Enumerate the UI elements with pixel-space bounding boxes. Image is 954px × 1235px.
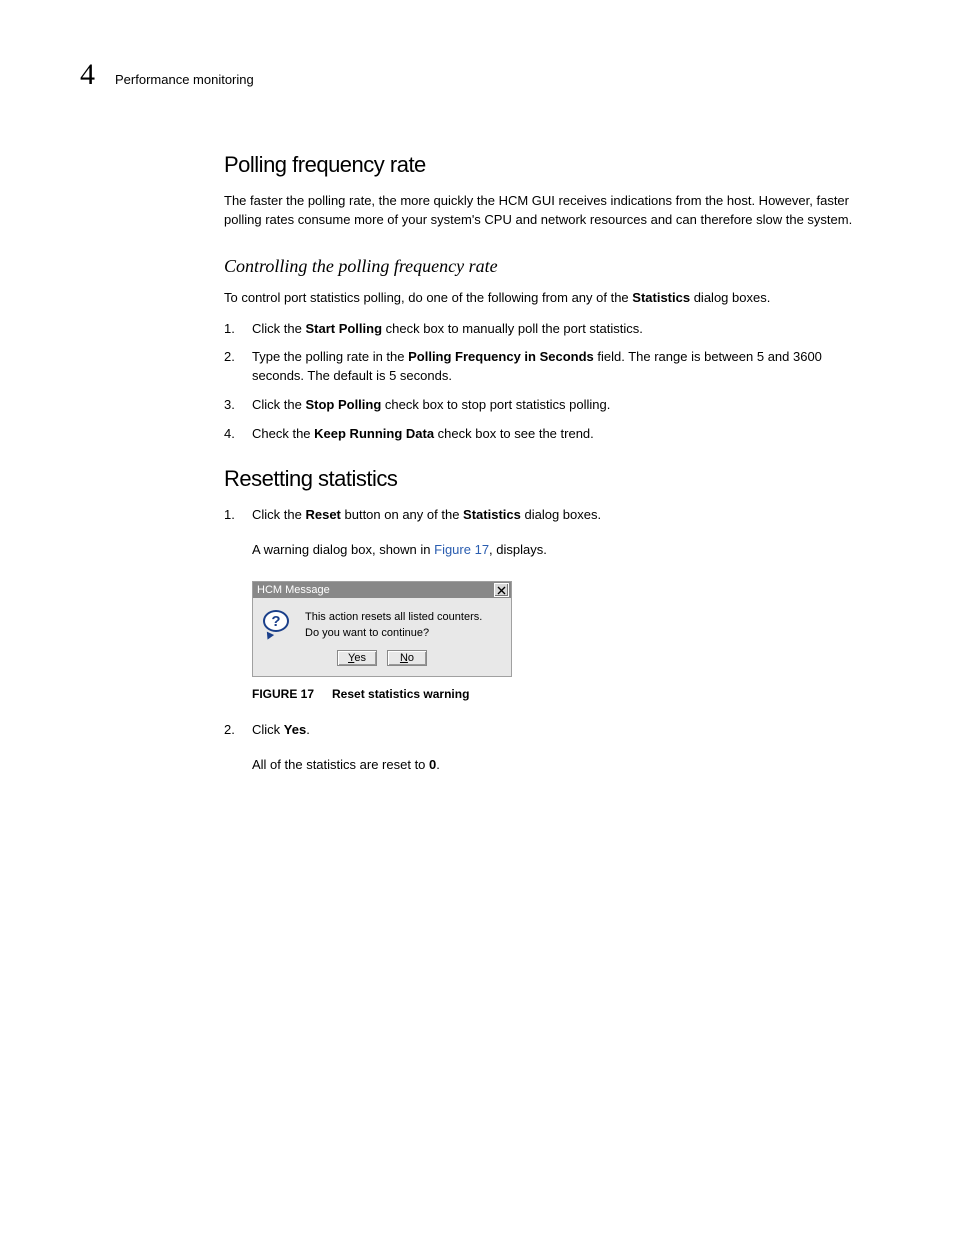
bold-keep-running-data: Keep Running Data (314, 426, 434, 441)
figure-caption-text: Reset statistics warning (332, 687, 469, 701)
polling-intro-paragraph: The faster the polling rate, the more qu… (224, 192, 869, 230)
bold-stop-polling: Stop Polling (305, 397, 381, 412)
text: Click the (252, 397, 305, 412)
text: Click the (252, 321, 305, 336)
figure-17-caption: FIGURE 17 Reset statistics warning (252, 687, 869, 701)
reset-step-1-sub: A warning dialog box, shown in Figure 17… (252, 541, 869, 560)
text: check box to manually poll the port stat… (382, 321, 643, 336)
reset-step-2-sub: All of the statistics are reset to 0. (252, 756, 869, 775)
text: N (400, 652, 408, 664)
text: Check the (252, 426, 314, 441)
text: , displays. (489, 542, 547, 557)
text: o (408, 652, 414, 664)
text: To control port statistics polling, do o… (224, 290, 632, 305)
text: dialog boxes. (690, 290, 770, 305)
step-4: Check the Keep Running Data check box to… (224, 425, 869, 444)
resetting-steps-list: Click the Reset button on any of the Sta… (224, 506, 869, 560)
hcm-message-dialog: HCM Message ? This action resets all lis… (252, 581, 512, 677)
text: Click (252, 722, 284, 737)
controlling-intro: To control port statistics polling, do o… (224, 289, 869, 308)
chapter-number: 4 (80, 58, 95, 92)
text: Type the polling rate in the (252, 349, 408, 364)
figure-17-link[interactable]: Figure 17 (434, 542, 489, 557)
text: Click the (252, 507, 305, 522)
reset-step-2: Click Yes. All of the statistics are res… (224, 721, 869, 775)
dialog-message-line2: Do you want to continue? (305, 626, 482, 642)
close-icon (497, 586, 506, 595)
breadcrumb: Performance monitoring (115, 72, 254, 87)
dialog-title-text: HCM Message (257, 584, 330, 596)
bold-statistics: Statistics (463, 507, 521, 522)
text: All of the statistics are reset to (252, 757, 429, 772)
step-2: Type the polling rate in the Polling Fre… (224, 348, 869, 386)
figure-label: FIGURE 17 (252, 687, 314, 701)
subheading-controlling-polling: Controlling the polling frequency rate (224, 256, 869, 277)
dialog-message-line1: This action resets all listed counters. (305, 610, 482, 626)
reset-step-1: Click the Reset button on any of the Sta… (224, 506, 869, 560)
text: A warning dialog box, shown in (252, 542, 434, 557)
dialog-yes-button[interactable]: Yes (337, 650, 377, 666)
text: dialog boxes. (521, 507, 601, 522)
bold-yes: Yes (284, 722, 306, 737)
heading-resetting-statistics: Resetting statistics (224, 466, 869, 492)
resetting-steps-list-cont: Click Yes. All of the statistics are res… (224, 721, 869, 775)
text: check box to see the trend. (434, 426, 594, 441)
dialog-message: This action resets all listed counters. … (305, 610, 482, 642)
heading-polling-frequency-rate: Polling frequency rate (224, 152, 869, 178)
dialog-close-button[interactable] (494, 583, 509, 597)
step-3: Click the Stop Polling check box to stop… (224, 396, 869, 415)
step-1: Click the Start Polling check box to man… (224, 320, 869, 339)
text: . (436, 757, 440, 772)
text: es (354, 652, 366, 664)
text: button on any of the (341, 507, 463, 522)
controlling-steps-list: Click the Start Polling check box to man… (224, 320, 869, 444)
bold-statistics: Statistics (632, 290, 690, 305)
text: check box to stop port statistics pollin… (381, 397, 610, 412)
dialog-no-button[interactable]: No (387, 650, 427, 666)
bold-polling-frequency: Polling Frequency in Seconds (408, 349, 594, 364)
text: . (306, 722, 310, 737)
page-header: 4 Performance monitoring (80, 58, 874, 92)
bold-start-polling: Start Polling (305, 321, 382, 336)
bold-reset: Reset (305, 507, 340, 522)
question-icon: ? (263, 610, 293, 638)
dialog-titlebar: HCM Message (253, 582, 511, 598)
